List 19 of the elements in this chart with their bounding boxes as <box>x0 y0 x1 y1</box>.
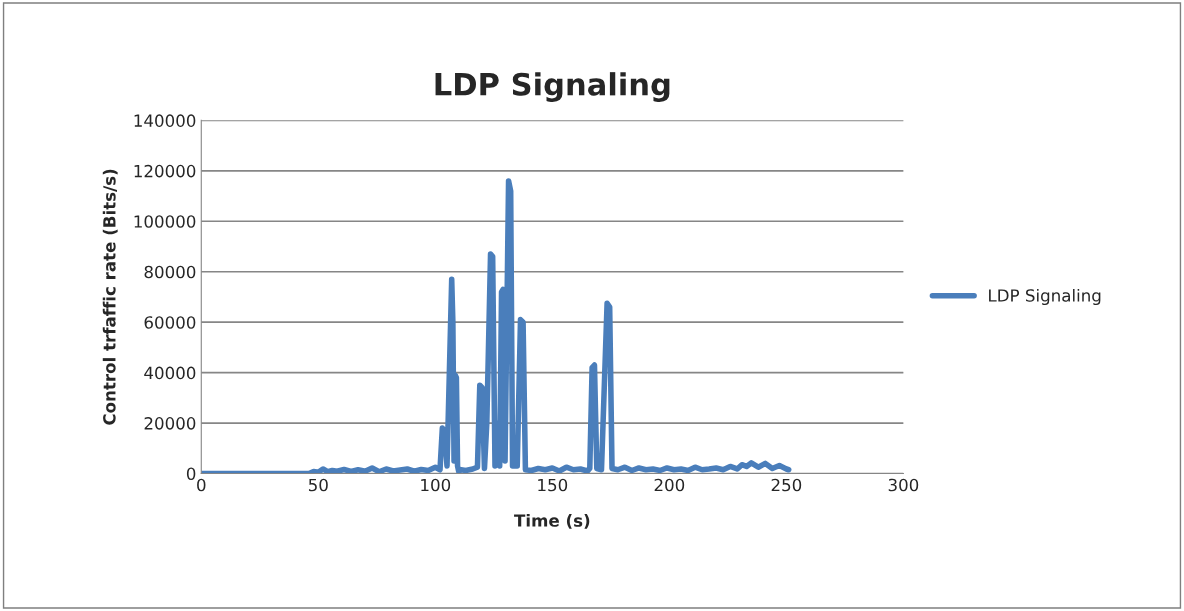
chart-title: LDP Signaling <box>435 72 670 102</box>
x-axis-title: Time (s) <box>514 513 590 529</box>
y-tick-label: 80000 <box>144 265 196 279</box>
x-tick-label: 100 <box>421 478 451 492</box>
y-axis-title: Control trfaffic rate (Bits/s) <box>102 169 118 425</box>
y-tick-label: 140000 <box>134 114 196 127</box>
x-tick-label: 300 <box>888 478 919 492</box>
x-tick-label: 50 <box>308 478 328 492</box>
y-tick-label: 0 <box>186 467 196 481</box>
y-tick-label: 60000 <box>144 316 196 329</box>
x-tick-label: 200 <box>654 478 685 492</box>
y-tick-label: 100000 <box>134 215 196 228</box>
x-tick-label: 250 <box>771 478 802 492</box>
y-tick-label: 20000 <box>144 417 196 430</box>
legend-label: LDP Signaling <box>989 288 1101 306</box>
y-tick-label: 120000 <box>134 164 196 178</box>
x-tick-label: 150 <box>538 478 568 492</box>
x-tick-label: 0 <box>197 478 206 492</box>
y-tick-label: 40000 <box>144 366 196 380</box>
